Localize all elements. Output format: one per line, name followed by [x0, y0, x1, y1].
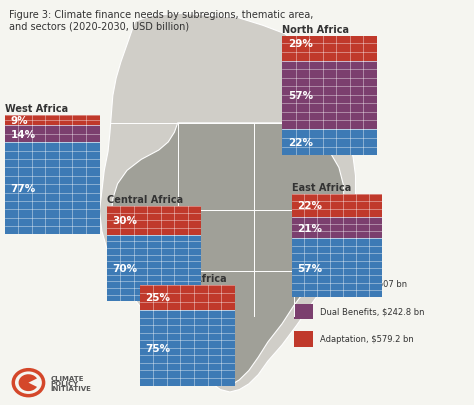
Text: Mitigation, $1607 bn: Mitigation, $1607 bn — [320, 279, 407, 288]
Text: INITIATIVE: INITIATIVE — [51, 385, 91, 390]
Text: 57%: 57% — [297, 263, 322, 273]
Bar — [294, 276, 313, 292]
Bar — [282, 130, 377, 156]
Text: Dual Benefits, $242.8 bn: Dual Benefits, $242.8 bn — [320, 307, 424, 316]
Text: 77%: 77% — [10, 184, 36, 194]
Bar — [292, 239, 382, 298]
Text: Adaptation, $579.2 bn: Adaptation, $579.2 bn — [320, 335, 414, 343]
Text: East Africa: East Africa — [292, 182, 351, 192]
Text: Central Africa: Central Africa — [107, 194, 183, 205]
Bar — [5, 115, 100, 126]
Text: 14%: 14% — [10, 130, 36, 140]
Polygon shape — [100, 14, 356, 392]
Bar — [294, 331, 313, 347]
Text: Southern Africa: Southern Africa — [140, 273, 227, 283]
Bar — [282, 62, 377, 130]
Polygon shape — [111, 124, 344, 386]
Text: 75%: 75% — [146, 343, 171, 353]
Text: CLIMATE: CLIMATE — [51, 375, 84, 381]
Wedge shape — [18, 374, 37, 391]
Text: North Africa: North Africa — [282, 24, 349, 34]
Text: 22%: 22% — [297, 201, 322, 211]
Text: 22%: 22% — [288, 138, 313, 148]
Text: 25%: 25% — [146, 293, 171, 303]
Text: 70%: 70% — [112, 263, 137, 273]
Text: POLICY: POLICY — [51, 380, 79, 386]
Text: 21%: 21% — [297, 223, 322, 233]
Bar — [140, 285, 235, 310]
Text: 9%: 9% — [10, 116, 28, 126]
Text: 57%: 57% — [288, 91, 313, 100]
Text: 30%: 30% — [112, 216, 137, 226]
Text: West Africa: West Africa — [5, 103, 68, 113]
Bar — [5, 126, 100, 143]
Bar — [282, 27, 377, 62]
Bar — [292, 217, 382, 239]
Bar — [140, 310, 235, 386]
Bar — [107, 235, 201, 302]
Bar — [5, 143, 100, 235]
Text: 29%: 29% — [288, 39, 312, 49]
Bar — [294, 304, 313, 319]
Text: Figure 3: Climate finance needs by subregions, thematic area,
and sectors (2020-: Figure 3: Climate finance needs by subre… — [9, 10, 314, 32]
Bar — [292, 194, 382, 217]
Bar — [107, 207, 201, 235]
